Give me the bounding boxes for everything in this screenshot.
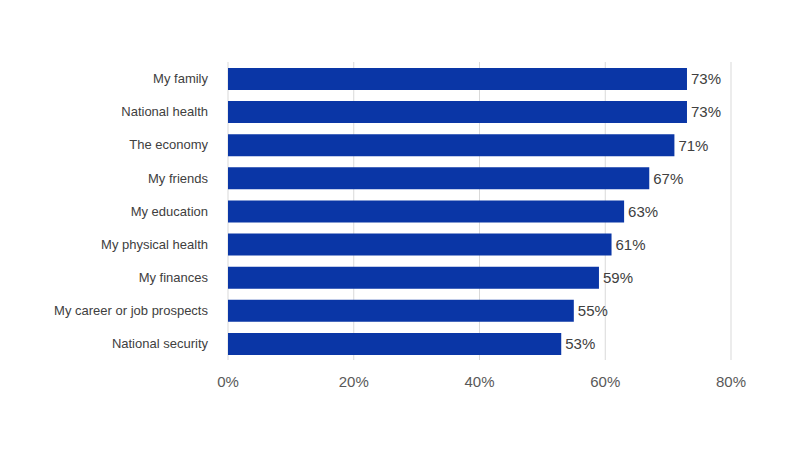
svg-text:67%: 67%: [653, 170, 683, 187]
svg-text:My education: My education: [131, 204, 208, 219]
svg-text:61%: 61%: [616, 236, 646, 253]
svg-text:My friends: My friends: [148, 171, 208, 186]
svg-text:The economy: The economy: [129, 137, 208, 152]
svg-text:40%: 40%: [464, 373, 494, 390]
svg-text:National health: National health: [121, 104, 208, 119]
svg-text:55%: 55%: [578, 302, 608, 319]
svg-text:My finances: My finances: [139, 270, 209, 285]
svg-text:73%: 73%: [691, 103, 721, 120]
svg-text:80%: 80%: [716, 373, 746, 390]
svg-text:My career or job prospects: My career or job prospects: [54, 303, 208, 318]
svg-text:60%: 60%: [590, 373, 620, 390]
svg-text:71%: 71%: [678, 137, 708, 154]
svg-text:My physical health: My physical health: [101, 237, 208, 252]
svg-text:National security: National security: [112, 336, 209, 351]
svg-text:73%: 73%: [691, 70, 721, 87]
svg-text:20%: 20%: [339, 373, 369, 390]
svg-text:My family: My family: [153, 71, 208, 86]
svg-text:53%: 53%: [565, 335, 595, 352]
svg-text:0%: 0%: [217, 373, 239, 390]
svg-text:63%: 63%: [628, 203, 658, 220]
svg-text:59%: 59%: [603, 269, 633, 286]
